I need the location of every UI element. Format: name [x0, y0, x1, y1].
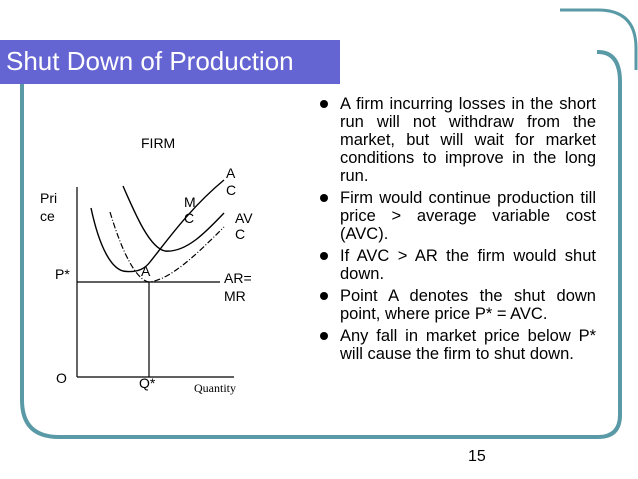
y-axis-label-line2: ce [40, 208, 55, 224]
frame-corner [560, 8, 638, 70]
y-axis-label-line1: Pri [40, 190, 58, 206]
mc-label-line2: C [184, 210, 195, 226]
bullet-text: Point A denotes the shut down point, whe… [340, 287, 596, 323]
ac-label-line2: C [226, 182, 237, 198]
mc-curve [90, 179, 225, 273]
bullet-text: If AVC > AR the firm would shut down. [340, 247, 596, 283]
point-a-label: A [141, 263, 151, 279]
price-label: P* [55, 266, 70, 282]
bullet-item: Firm would continue production till pric… [318, 189, 596, 243]
ar-mr-label-line2: MR [224, 288, 246, 304]
diagram-heading: FIRM [141, 135, 176, 151]
title-bar: Shut Down of Production [0, 40, 340, 84]
bullet-icon [320, 332, 328, 340]
bullet-icon [320, 100, 328, 108]
avc-label-line1: AV [235, 210, 253, 226]
bullet-icon [320, 252, 328, 260]
bullet-item: Point A denotes the shut down point, whe… [318, 287, 596, 323]
origin-label: O [56, 370, 67, 386]
bullet-text: Any fall in market price below P* will c… [340, 327, 596, 363]
bullet-text: A firm incurring losses in the short run… [340, 95, 596, 185]
frame-border [20, 50, 622, 439]
quantity-star-label: Q* [139, 375, 156, 391]
ar-mr-label-line1: AR= [224, 270, 252, 286]
bullet-item: Any fall in market price below P* will c… [318, 327, 596, 363]
bullet-list: A firm incurring losses in the short run… [318, 95, 596, 367]
bullet-icon [320, 292, 328, 300]
bullet-icon [320, 194, 328, 202]
bullet-text: Firm would continue production till pric… [340, 189, 596, 243]
bullet-item: A firm incurring losses in the short run… [318, 95, 596, 185]
ac-label-line1: A [226, 165, 236, 181]
avc-label-line2: C [235, 226, 246, 242]
ac-curve [122, 185, 225, 252]
mc-label-line1: M [184, 194, 196, 210]
page-number: 15 [468, 448, 486, 465]
x-axis-label: Quantity [194, 381, 236, 395]
bullet-item: If AVC > AR the firm would shut down. [318, 247, 596, 283]
avc-curve [109, 211, 225, 283]
slide-title: Shut Down of Production [6, 46, 294, 76]
